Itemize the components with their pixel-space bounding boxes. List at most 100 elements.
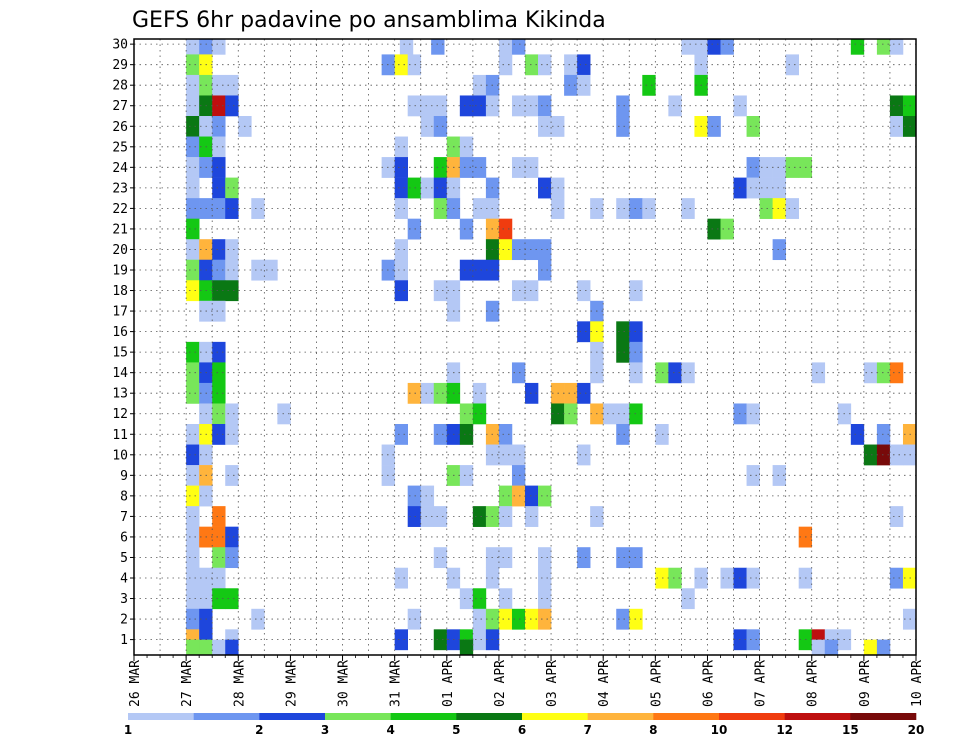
y-tick-label: 14 [112, 366, 128, 381]
heatmap-cell [212, 567, 226, 589]
heatmap-cell [889, 39, 904, 55]
heatmap-cell [407, 608, 422, 630]
legend-label: 5 [452, 723, 460, 737]
heatmap-cell [525, 157, 539, 178]
y-tick-label: 21 [112, 222, 128, 237]
heatmap-cell [498, 485, 513, 507]
heatmap-cell [746, 629, 760, 651]
heatmap-cell [863, 362, 878, 384]
legend-swatch [784, 713, 851, 720]
y-tick-label: 22 [112, 202, 128, 217]
heatmap-cell [394, 198, 408, 219]
heatmap-cell [720, 567, 734, 589]
heatmap-cell [225, 198, 239, 219]
x-tick-label: 02 APR [493, 660, 508, 707]
heatmap-cell [186, 526, 200, 548]
legend-label: 8 [649, 723, 657, 737]
y-tick-label: 28 [112, 79, 128, 94]
heatmap-cell [511, 39, 526, 55]
y-tick-label: 29 [112, 58, 128, 73]
heatmap-cell [394, 157, 408, 178]
heatmap-cell [720, 39, 734, 55]
heatmap-cell [433, 424, 448, 445]
heatmap-cell [225, 547, 239, 569]
heatmap-cell [577, 54, 591, 76]
heatmap-cell [433, 157, 448, 178]
heatmap-cell [225, 95, 239, 117]
x-tick-label: 08 APR [806, 660, 821, 707]
heatmap-cell [538, 567, 552, 589]
heatmap-cell [199, 39, 213, 55]
heatmap-cell [186, 198, 200, 219]
heatmap-cell [577, 321, 591, 343]
heatmap-cell [225, 639, 239, 656]
heatmap-cell [707, 116, 721, 137]
heatmap-cell [603, 403, 617, 425]
legend-swatch [193, 713, 260, 720]
legend-swatch [390, 713, 457, 720]
heatmap-cell [889, 95, 904, 117]
heatmap-cell [251, 608, 265, 630]
heatmap-cell [772, 177, 786, 199]
heatmap-cell [433, 198, 448, 219]
heatmap-cell [811, 362, 826, 384]
heatmap-cell [420, 116, 435, 137]
heatmap-cell [186, 424, 200, 445]
heatmap-cell [264, 259, 278, 281]
heatmap-cell [407, 95, 422, 117]
heatmap-cell [655, 567, 669, 589]
heatmap-cell [616, 198, 630, 219]
heatmap-cell [525, 239, 539, 261]
heatmap-cell [459, 403, 474, 425]
heatmap-cell [511, 280, 526, 302]
heatmap-cell [863, 444, 878, 466]
heatmap-cell [433, 177, 448, 199]
y-tick-label: 6 [120, 530, 128, 545]
legend-swatch [653, 713, 720, 720]
heatmap-cell [616, 321, 630, 343]
y-tick-label: 30 [112, 38, 128, 53]
heatmap-cell [399, 39, 414, 55]
heatmap-cell [225, 588, 239, 610]
legend-label: 4 [386, 723, 394, 737]
heatmap-cell [889, 567, 904, 589]
heatmap-cell [251, 259, 265, 281]
heatmap-cell [225, 177, 239, 199]
heatmap-cell [876, 424, 891, 445]
heatmap-cell [186, 444, 200, 466]
heatmap-cell [564, 74, 578, 96]
heatmap-cell [225, 259, 239, 281]
heatmap-cell [212, 74, 226, 96]
heatmap-cell [212, 300, 226, 322]
heatmap-cell [525, 95, 539, 117]
heatmap-cell [746, 465, 760, 486]
x-tick-label: 04 APR [597, 660, 612, 707]
y-tick-label: 18 [112, 284, 128, 299]
heatmap-cell [212, 95, 226, 117]
heatmap-cell [707, 39, 721, 55]
heatmap-cell [186, 259, 200, 281]
heatmap-cell [407, 54, 422, 76]
heatmap-cell [472, 608, 487, 630]
legend-swatch [325, 713, 391, 720]
y-tick-label: 8 [120, 489, 128, 504]
heatmap-cell [681, 362, 695, 384]
heatmap-cell [472, 382, 487, 404]
heatmap-cell [212, 362, 226, 384]
heatmap-cell [186, 485, 200, 507]
heatmap-cell [212, 424, 226, 445]
x-axis: 26 MAR 27 MAR 28 MAR 29 MAR 30 MAR 31 MAR 01 A… [128, 655, 925, 707]
y-tick-label: 16 [112, 325, 128, 340]
heatmap-cell [212, 177, 226, 199]
heatmap-cell [746, 116, 760, 137]
heatmap-cell [420, 177, 435, 199]
heatmap-cell [772, 465, 786, 486]
heatmap-cell [785, 157, 799, 178]
heatmap-cell [212, 382, 226, 404]
heatmap-cell [225, 465, 239, 486]
heatmap-cell [889, 444, 904, 466]
heatmap-cell [459, 465, 474, 486]
y-tick-label: 23 [112, 181, 128, 196]
heatmap-cell [186, 547, 200, 569]
heatmap-cell [511, 95, 526, 117]
